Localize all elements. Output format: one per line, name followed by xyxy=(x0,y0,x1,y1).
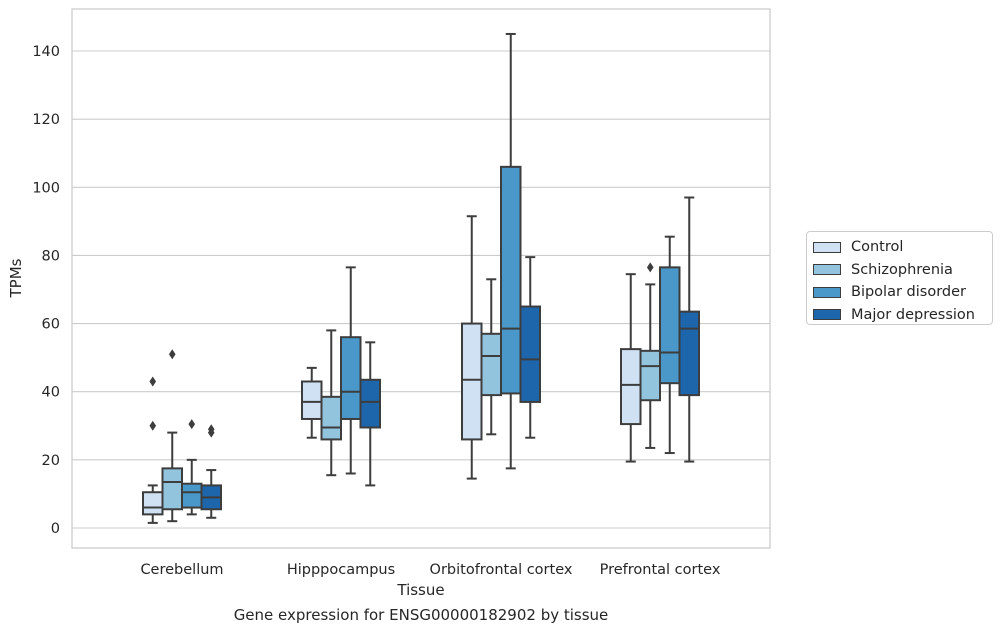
legend-swatch xyxy=(813,309,841,321)
y-tick-label: 120 xyxy=(32,112,60,128)
outlier-point xyxy=(149,376,157,387)
box-bipolar-disorder xyxy=(500,32,522,470)
x-tick-label: Cerebellum xyxy=(140,562,223,578)
box-bipolar-disorder xyxy=(181,419,203,516)
box-control xyxy=(620,273,642,463)
x-tick-label: Prefrontal cortex xyxy=(600,562,721,578)
box-schizophrenia xyxy=(320,329,342,477)
iqr-box xyxy=(461,322,483,441)
iqr-box xyxy=(620,348,642,426)
box-schizophrenia xyxy=(161,349,183,523)
legend-item: Bipolar disorder xyxy=(813,281,992,304)
legend-label: Major depression xyxy=(851,306,975,323)
box-schizophrenia xyxy=(639,262,661,449)
y-tick-label: 40 xyxy=(42,385,60,401)
legend-swatch xyxy=(813,264,841,276)
legend-label: Control xyxy=(851,239,904,256)
plot-frame xyxy=(71,8,771,549)
chart-caption: Gene expression for ENSG00000182902 by t… xyxy=(233,606,609,624)
y-tick-label: 0 xyxy=(51,521,60,537)
y-axis-label: TPMs xyxy=(7,258,25,298)
iqr-box xyxy=(500,165,522,395)
y-tick-label: 100 xyxy=(32,180,60,196)
y-tick-label: 80 xyxy=(42,248,60,264)
iqr-box xyxy=(519,305,541,403)
outlier-point xyxy=(646,262,654,273)
x-tick-label: Hipppocampus xyxy=(287,562,395,578)
box-schizophrenia xyxy=(480,278,502,436)
iqr-box xyxy=(678,310,700,397)
legend-label: Schizophrenia xyxy=(851,261,953,278)
legend-swatch xyxy=(813,241,841,253)
legend-swatch xyxy=(813,286,841,298)
box-major-depression xyxy=(200,424,222,519)
box-bipolar-disorder xyxy=(659,235,681,455)
x-axis-label: Tissue xyxy=(396,581,444,599)
outlier-point xyxy=(149,420,157,431)
iqr-box xyxy=(142,491,164,516)
outlier-point xyxy=(168,349,176,360)
iqr-box xyxy=(340,336,362,420)
iqr-box xyxy=(639,349,661,402)
iqr-box xyxy=(301,380,323,420)
x-tick-label: Orbitofrontal cortex xyxy=(430,562,573,578)
y-tick-label: 140 xyxy=(32,44,60,60)
box-major-depression xyxy=(519,256,541,439)
legend: Control Schizophrenia Bipolar disorder Majo… xyxy=(806,231,993,325)
box-control xyxy=(301,366,323,439)
iqr-box xyxy=(359,378,381,429)
legend-item: Control xyxy=(813,236,992,259)
y-tick-label: 60 xyxy=(42,317,60,333)
outlier-point xyxy=(188,419,196,430)
box-control xyxy=(142,376,164,524)
outlier-point xyxy=(207,424,215,435)
iqr-box xyxy=(181,482,203,509)
box-bipolar-disorder xyxy=(340,266,362,475)
iqr-box xyxy=(480,332,502,397)
iqr-box xyxy=(320,395,342,441)
iqr-box xyxy=(659,266,681,385)
legend-item: Major depression xyxy=(813,304,992,327)
y-tick-label: 20 xyxy=(42,453,60,469)
box-major-depression xyxy=(359,341,381,487)
iqr-box xyxy=(161,467,183,511)
legend-label: Bipolar disorder xyxy=(851,284,966,301)
box-major-depression xyxy=(678,196,700,463)
legend-item: Schizophrenia xyxy=(813,259,992,282)
